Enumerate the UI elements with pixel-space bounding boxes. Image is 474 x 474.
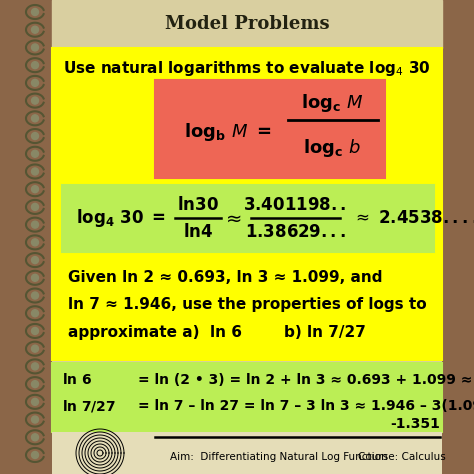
- Text: ln 7 ≈ 1.946, use the properties of logs to: ln 7 ≈ 1.946, use the properties of logs…: [68, 298, 427, 312]
- Text: $\approx$: $\approx$: [222, 209, 242, 228]
- Text: -1.351: -1.351: [390, 417, 440, 431]
- Text: Course: Calculus: Course: Calculus: [358, 452, 446, 462]
- Circle shape: [31, 150, 38, 157]
- Text: = ln (2 • 3) = ln 2 + ln 3 ≈ 0.693 + 1.099 ≈ 1.792: = ln (2 • 3) = ln 2 + ln 3 ≈ 0.693 + 1.0…: [138, 373, 474, 387]
- Text: $\mathbf{ln\ 6}$: $\mathbf{ln\ 6}$: [62, 373, 92, 388]
- Circle shape: [31, 416, 38, 423]
- Circle shape: [31, 26, 38, 33]
- Text: $\mathbf{1.38629...}$: $\mathbf{1.38629...}$: [245, 224, 346, 240]
- Text: $\mathbf{ln4}$: $\mathbf{ln4}$: [183, 223, 213, 241]
- Circle shape: [31, 274, 38, 281]
- Circle shape: [31, 292, 38, 299]
- Circle shape: [31, 221, 38, 228]
- Circle shape: [31, 239, 38, 246]
- Bar: [52, 0, 442, 48]
- Bar: [62, 185, 434, 252]
- Text: $\mathbf{ln\ 7/27}$: $\mathbf{ln\ 7/27}$: [62, 398, 116, 414]
- Text: = ln 7 – ln 27 = ln 7 – 3 ln 3 ≈ 1.946 – 3(1.099) ≈: = ln 7 – ln 27 = ln 7 – 3 ln 3 ≈ 1.946 –…: [138, 399, 474, 413]
- Circle shape: [31, 97, 38, 104]
- Text: Aim:  Differentiating Natural Log Function: Aim: Differentiating Natural Log Functio…: [170, 452, 388, 462]
- Bar: [52, 48, 442, 255]
- Circle shape: [31, 363, 38, 370]
- Bar: [0, 0, 52, 474]
- Circle shape: [31, 203, 38, 210]
- Circle shape: [31, 398, 38, 405]
- Circle shape: [31, 345, 38, 352]
- Circle shape: [31, 79, 38, 86]
- Text: Use natural logarithms to evaluate log$_4$ 30: Use natural logarithms to evaluate log$_…: [63, 58, 431, 78]
- Bar: [52, 0, 442, 48]
- Circle shape: [31, 9, 38, 16]
- Text: $\mathbf{ln30}$: $\mathbf{ln30}$: [177, 196, 219, 214]
- Circle shape: [31, 381, 38, 388]
- Bar: [52, 257, 442, 360]
- Text: Model Problems: Model Problems: [164, 15, 329, 33]
- Circle shape: [31, 452, 38, 458]
- Circle shape: [31, 310, 38, 317]
- Text: $\mathbf{log_c}$ $\mathbf{\it{M}}$: $\mathbf{log_c}$ $\mathbf{\it{M}}$: [301, 92, 364, 114]
- Text: $\mathbf{log_b}$ $\mathbf{\it{M}}$ $\mathbf{=}$: $\mathbf{log_b}$ $\mathbf{\it{M}}$ $\mat…: [184, 121, 272, 143]
- Circle shape: [31, 133, 38, 139]
- Text: $\mathbf{log_c}$ $\mathbf{\it{b}}$: $\mathbf{log_c}$ $\mathbf{\it{b}}$: [303, 137, 361, 159]
- Bar: [442, 0, 474, 474]
- Circle shape: [31, 328, 38, 335]
- Circle shape: [31, 168, 38, 175]
- Circle shape: [31, 62, 38, 69]
- Circle shape: [31, 186, 38, 193]
- Text: approximate a)  ln 6        b) ln 7/27: approximate a) ln 6 b) ln 7/27: [68, 325, 366, 339]
- Bar: [155, 80, 385, 178]
- Text: $\mathbf{log_4}$ $\mathbf{30}$ $\mathbf{=}$: $\mathbf{log_4}$ $\mathbf{30}$ $\mathbf{…: [76, 207, 166, 229]
- Circle shape: [31, 44, 38, 51]
- Text: $\mathbf{3.401198..}$: $\mathbf{3.401198..}$: [243, 197, 347, 213]
- Text: $\approx$ $\mathbf{2.4538....}$: $\approx$ $\mathbf{2.4538....}$: [352, 210, 474, 227]
- Bar: [52, 432, 442, 474]
- Circle shape: [31, 256, 38, 264]
- Circle shape: [31, 434, 38, 441]
- Text: Given ln 2 ≈ 0.693, ln 3 ≈ 1.099, and: Given ln 2 ≈ 0.693, ln 3 ≈ 1.099, and: [68, 271, 383, 285]
- Bar: [52, 0, 442, 474]
- Circle shape: [31, 115, 38, 122]
- Bar: [52, 363, 442, 432]
